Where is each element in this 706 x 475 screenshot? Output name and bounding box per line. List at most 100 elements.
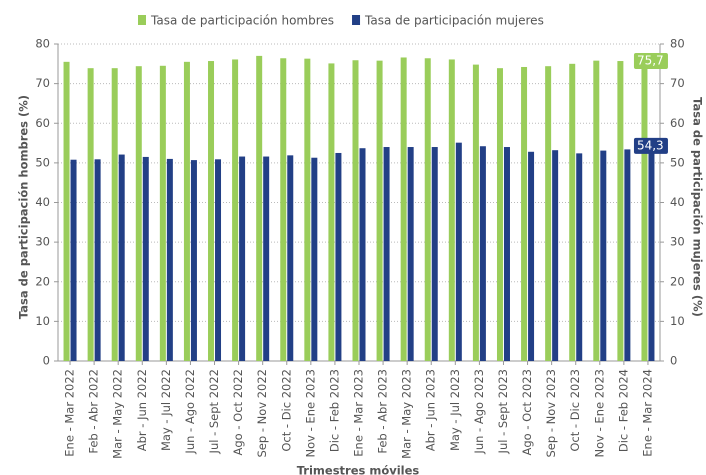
bar — [641, 61, 648, 361]
x-axis-title: Trimestres móviles — [297, 464, 420, 475]
legend-swatch — [352, 15, 361, 25]
bar — [70, 159, 77, 361]
bar — [593, 60, 600, 362]
y2-tick-label: 50 — [670, 155, 685, 169]
bar — [352, 60, 359, 362]
bar — [208, 61, 215, 361]
bar — [479, 146, 486, 361]
bar — [111, 68, 118, 361]
y2-tick-label: 80 — [670, 37, 685, 51]
bar — [407, 147, 414, 361]
y2-tick-label: 60 — [670, 116, 685, 130]
bar — [376, 60, 383, 362]
bar — [545, 66, 552, 361]
x-tick-label: Jul - Sept 2022 — [207, 369, 221, 454]
value-label: 75,7 — [637, 54, 664, 68]
bar — [159, 65, 166, 361]
y-axis-title: Tasa de participación hombres (%) — [17, 95, 31, 319]
x-tick-label: Sep - Nov 2022 — [255, 369, 269, 458]
bar — [455, 142, 462, 361]
y2-tick-label: 20 — [670, 274, 685, 288]
bar — [263, 156, 270, 361]
x-tick-label: Feb - Abr 2023 — [376, 369, 390, 454]
bar — [232, 59, 239, 362]
bar — [503, 147, 510, 361]
y-tick-label: 40 — [35, 195, 50, 209]
bar — [256, 55, 263, 361]
bar — [304, 58, 311, 361]
bar — [431, 147, 438, 361]
bar — [335, 152, 342, 361]
bar — [311, 157, 318, 361]
bar — [521, 66, 528, 362]
y2-tick-label: 0 — [670, 354, 677, 368]
x-tick-label: May - Jul 2022 — [159, 369, 173, 451]
value-label-box — [633, 137, 668, 154]
x-tick-label: Abr - Jun 2023 — [424, 369, 438, 451]
x-tick-label: Ene - Mar 2023 — [352, 369, 366, 457]
bar — [215, 159, 222, 361]
bar — [617, 61, 624, 361]
y2-tick-label: 30 — [670, 235, 685, 249]
bar — [400, 57, 407, 361]
x-tick-label: May - Jul 2023 — [448, 369, 462, 451]
bar — [624, 149, 631, 361]
x-tick-label: Ene - Mar 2022 — [63, 369, 77, 457]
bar — [166, 158, 173, 361]
x-tick-label: Nov - Ene 2023 — [303, 369, 317, 457]
y-tick-label: 80 — [35, 37, 50, 51]
x-tick-label: Feb - Abr 2022 — [87, 369, 101, 454]
bar — [142, 156, 149, 361]
y-tick-label: 10 — [35, 314, 50, 328]
x-tick-label: Jun - Ago 2023 — [472, 369, 486, 455]
x-tick-label: Nov - Ene 2023 — [592, 369, 606, 457]
bar — [569, 63, 576, 361]
y-tick-label: 20 — [35, 274, 50, 288]
value-label-box — [633, 53, 668, 70]
bar — [424, 58, 431, 361]
y-tick-label: 0 — [43, 354, 50, 368]
x-tick-label: Mar - May 2022 — [111, 369, 125, 459]
bar — [239, 156, 246, 361]
y-tick-label: 50 — [35, 155, 50, 169]
x-tick-label: Oct - Dic 2023 — [568, 369, 582, 452]
x-tick-label: Abr - Jun 2022 — [135, 369, 149, 451]
legend-label: Tasa de participación mujeres — [364, 14, 544, 28]
bar — [87, 68, 94, 361]
bar — [183, 61, 190, 362]
y2-tick-label: 40 — [670, 195, 685, 209]
x-tick-label: Ago - Oct 2023 — [520, 369, 534, 455]
x-tick-label: Dic - Feb 2024 — [616, 369, 630, 452]
x-tick-label: Ene - Mar 2024 — [640, 369, 654, 457]
y-tick-label: 60 — [35, 116, 50, 130]
x-tick-label: Jun - Ago 2022 — [183, 369, 197, 455]
bar — [63, 61, 70, 362]
bar — [552, 150, 559, 361]
x-tick-label: Mar - May 2023 — [400, 369, 414, 459]
bar — [135, 66, 142, 361]
bar — [528, 151, 535, 361]
bar — [448, 59, 455, 362]
y2-tick-label: 10 — [670, 314, 685, 328]
x-tick-label: Jul - Sept 2023 — [496, 369, 510, 454]
x-tick-label: Dic - Feb 2023 — [327, 369, 341, 452]
y-tick-label: 30 — [35, 235, 50, 249]
bar — [280, 58, 287, 361]
bar — [118, 154, 125, 361]
bar — [648, 145, 655, 361]
y-tick-label: 70 — [35, 76, 50, 90]
bar — [94, 159, 101, 361]
bar — [190, 160, 197, 361]
legend-label: Tasa de participación hombres — [150, 14, 334, 28]
bar — [328, 63, 335, 361]
bar — [383, 147, 390, 361]
bar — [496, 68, 503, 361]
x-tick-label: Ago - Oct 2022 — [231, 369, 245, 455]
y2-axis-title: Tasa de participación mujeres (%) — [691, 97, 705, 317]
y2-tick-label: 70 — [670, 76, 685, 90]
legend-swatch — [138, 15, 146, 25]
x-tick-label: Oct - Dic 2022 — [279, 369, 293, 452]
bar — [359, 148, 366, 361]
bar — [472, 64, 479, 361]
